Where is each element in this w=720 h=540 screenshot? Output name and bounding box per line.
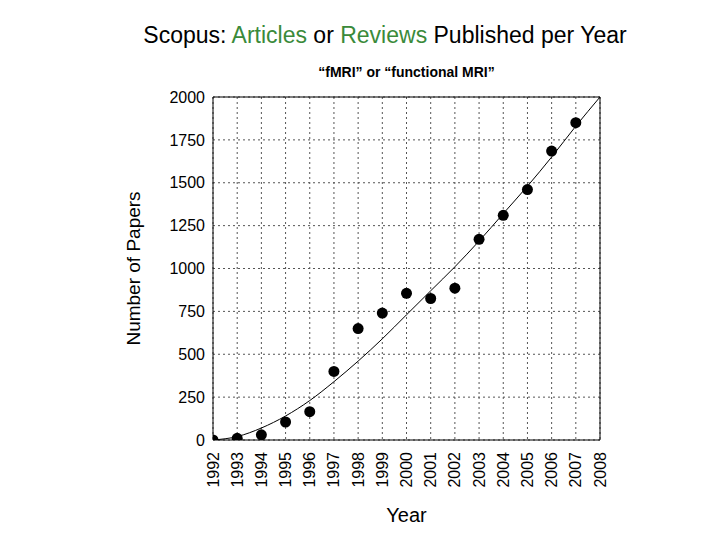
svg-text:2004: 2004 (495, 452, 512, 488)
html-text:“fMRI” or “functional MRI”: “fMRI” or “functional MRI” (318, 64, 495, 80)
svg-text:1997: 1997 (325, 452, 342, 488)
svg-text:2000: 2000 (398, 452, 415, 488)
svg-text:1998: 1998 (350, 452, 367, 488)
svg-text:1500: 1500 (169, 174, 205, 191)
svg-text:1999: 1999 (374, 452, 391, 488)
svg-text:Year: Year (386, 504, 427, 526)
svg-text:1996: 1996 (301, 452, 318, 488)
svg-text:1992: 1992 (205, 452, 222, 488)
svg-text:1995: 1995 (277, 452, 294, 488)
svg-text:2000: 2000 (169, 89, 205, 106)
svg-text:1993: 1993 (229, 452, 246, 488)
svg-text:0: 0 (196, 432, 205, 449)
svg-text:250: 250 (178, 389, 205, 406)
svg-text:750: 750 (178, 303, 205, 320)
svg-text:1000: 1000 (169, 260, 205, 277)
svg-text:2007: 2007 (567, 452, 584, 488)
svg-text:1750: 1750 (169, 132, 205, 149)
svg-text:1250: 1250 (169, 217, 205, 234)
svg-text:2008: 2008 (592, 452, 609, 488)
svg-text:2002: 2002 (446, 452, 463, 488)
svg-text:2006: 2006 (543, 452, 560, 488)
html-text:Scopus: Articles or Reviews Pu: Scopus: Articles or Reviews Published pe… (143, 22, 627, 48)
svg-text:1994: 1994 (253, 452, 270, 488)
svg-text:Number of Papers: Number of Papers (123, 191, 144, 345)
svg-text:2005: 2005 (519, 452, 536, 488)
svg-text:2001: 2001 (422, 452, 439, 488)
svg-text:500: 500 (178, 346, 205, 363)
svg-text:2003: 2003 (471, 452, 488, 488)
